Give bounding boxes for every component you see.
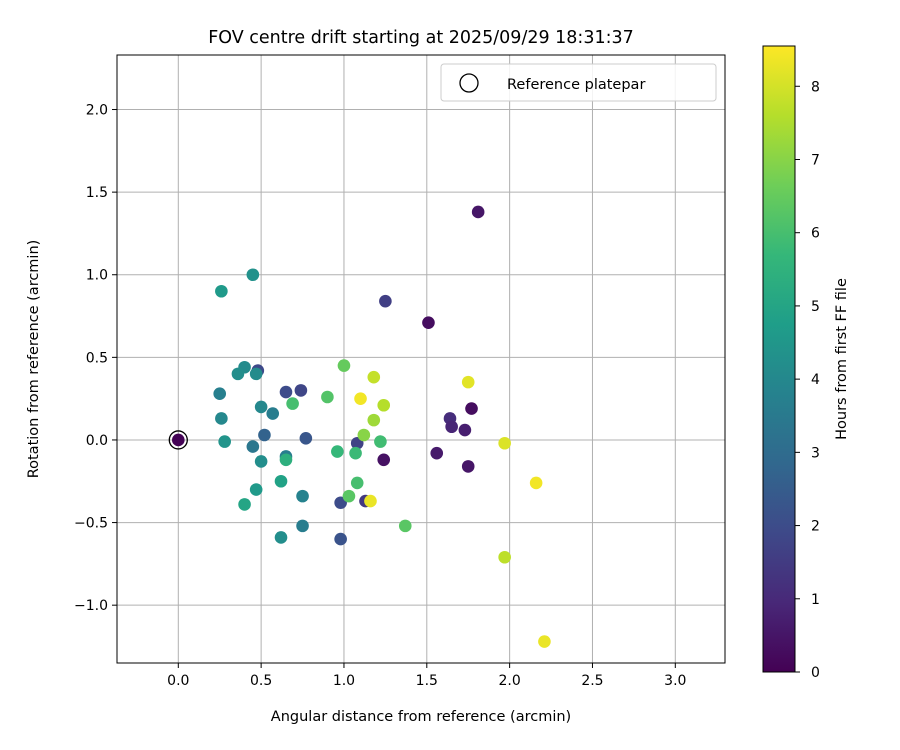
data-point	[498, 550, 511, 564]
data-point	[294, 384, 308, 397]
data-point	[430, 446, 444, 460]
data-point	[377, 453, 391, 467]
data-point	[374, 435, 387, 448]
data-point	[238, 498, 251, 511]
data-point	[286, 397, 299, 410]
data-point	[274, 474, 288, 488]
colorbar-tick-label: 0	[811, 665, 820, 681]
grid-lines	[117, 55, 725, 663]
legend-label: Reference platepar	[507, 77, 645, 93]
colorbar-label: Hours from first FF file	[834, 278, 850, 440]
data-point	[334, 532, 347, 546]
data-point	[254, 455, 268, 468]
data-point	[274, 531, 288, 544]
data-point	[398, 519, 412, 533]
data-point	[349, 446, 362, 460]
colorbar-frame	[762, 45, 796, 673]
colorbar-tick-label: 4	[811, 372, 820, 388]
colorbar-tick-label: 8	[811, 79, 820, 95]
data-point	[246, 268, 260, 282]
data-point	[321, 390, 334, 404]
data-point	[213, 387, 227, 400]
data-point	[218, 435, 231, 448]
data-point	[299, 432, 313, 445]
data-point	[279, 453, 293, 467]
y-tick-label: −0.5	[74, 516, 108, 532]
x-axis-label: Angular distance from reference (arcmin)	[271, 709, 571, 725]
data-point	[445, 420, 458, 434]
y-axis-ticks: −1.0 −0.5 0.0 0.5 1.0 1.5 2.0	[74, 103, 117, 614]
colorbar-gradient	[763, 46, 795, 672]
x-tick-label: 0.0	[167, 673, 189, 689]
data-point	[471, 205, 485, 219]
x-tick-label: 2.0	[498, 673, 520, 689]
data-point	[249, 367, 263, 381]
legend: Reference platepar	[440, 63, 717, 102]
colorbar-tick-label: 2	[811, 519, 820, 535]
data-point	[279, 385, 293, 399]
plot-background	[117, 55, 725, 663]
data-point	[461, 375, 475, 389]
x-tick-label: 1.5	[416, 673, 438, 689]
y-tick-label: 0.0	[86, 433, 108, 449]
data-point	[465, 402, 478, 415]
data-point	[461, 460, 475, 473]
data-point	[529, 476, 543, 490]
colorbar-tick-label: 6	[811, 226, 820, 242]
y-axis-label: Rotation from reference (arcmin)	[26, 240, 42, 479]
legend-marker-icon	[459, 73, 479, 93]
data-point	[357, 428, 371, 442]
data-point	[422, 316, 435, 329]
data-point	[296, 489, 309, 503]
data-point	[350, 476, 364, 490]
data-point	[367, 370, 381, 384]
data-point	[354, 392, 367, 405]
colorbar-tick-label: 1	[811, 592, 820, 608]
y-tick-label: 1.5	[86, 185, 108, 201]
data-point	[379, 294, 392, 308]
colorbar-ticks: 0 1 2 3 4 5 6 7 8	[795, 79, 820, 681]
data-point	[498, 436, 511, 450]
data-point	[266, 407, 280, 420]
colorbar-tick-label: 7	[811, 152, 820, 168]
data-point	[254, 400, 268, 414]
data-point	[364, 494, 377, 508]
data-point	[538, 635, 551, 648]
y-tick-label: 0.5	[86, 350, 108, 366]
colorbar: 0 1 2 3 4 5 6 7 8 Hours from first FF file	[762, 45, 850, 681]
data-point	[231, 367, 245, 381]
data-point	[246, 440, 260, 453]
y-tick-label: −1.0	[74, 598, 108, 614]
data-point	[215, 412, 228, 425]
y-tick-label: 1.0	[86, 268, 108, 284]
colorbar-tick-label: 3	[811, 445, 820, 461]
data-point	[296, 519, 309, 533]
chart-title: FOV centre drift starting at 2025/09/29 …	[208, 28, 634, 48]
colorbar-tick-label: 5	[811, 299, 820, 315]
data-point	[215, 284, 228, 298]
legend-box	[440, 63, 717, 102]
data-point	[331, 445, 344, 458]
data-point	[458, 423, 472, 437]
x-tick-label: 2.5	[581, 673, 603, 689]
scatter-points	[171, 205, 551, 648]
data-point	[249, 483, 263, 496]
data-point	[258, 428, 271, 442]
reference-platepar-marker	[168, 430, 188, 450]
data-point	[367, 413, 381, 427]
data-point	[342, 489, 356, 503]
x-tick-label: 3.0	[664, 673, 686, 689]
x-tick-label: 1.0	[333, 673, 355, 689]
plot-frame	[116, 54, 726, 664]
data-point	[377, 398, 391, 412]
data-point	[337, 359, 351, 372]
y-tick-label: 2.0	[86, 103, 108, 119]
x-tick-label: 0.5	[250, 673, 272, 689]
x-axis-ticks: 0.0 0.5 1.0 1.5 2.0 2.5 3.0	[167, 663, 686, 689]
data-point	[171, 433, 185, 447]
